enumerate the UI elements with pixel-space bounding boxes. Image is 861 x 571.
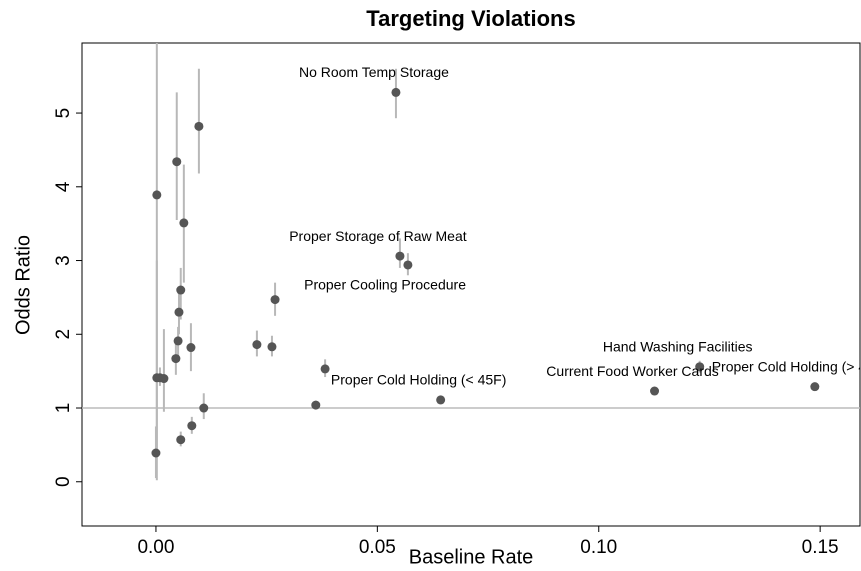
point	[176, 285, 186, 295]
point	[186, 343, 196, 353]
point-label: Hand Washing Facilities	[603, 338, 753, 354]
y-tick-label: 0	[53, 476, 74, 487]
point-label: Proper Cold Holding (< 45F)	[331, 372, 506, 388]
point	[403, 260, 413, 270]
point	[391, 87, 401, 97]
point-label: Proper Storage of Raw Meat	[289, 228, 467, 244]
x-axis-label: Baseline Rate	[409, 546, 534, 568]
point	[695, 362, 705, 372]
plot-area: No Room Temp Storage Proper Storage of Ra…	[82, 43, 861, 481]
point	[173, 336, 183, 346]
point	[395, 251, 405, 261]
point	[152, 190, 162, 200]
chart-title: Targeting Violations	[366, 6, 575, 31]
x-tick-label: 0.05	[359, 537, 396, 558]
point-label: Current Food Worker Cards	[546, 363, 718, 379]
point	[270, 295, 280, 305]
point	[172, 157, 182, 167]
point-label: Proper Cold Holding (> 45	[712, 358, 861, 374]
point	[810, 382, 820, 392]
point	[320, 364, 330, 374]
point-label: Proper Cooling Procedure	[304, 276, 466, 292]
y-tick-label: 2	[53, 329, 74, 340]
point	[311, 400, 321, 410]
point	[252, 340, 262, 350]
x-tick-label: 0.00	[137, 537, 174, 558]
y-tick-label: 4	[53, 181, 74, 192]
point	[194, 121, 204, 131]
y-axis-label: Odds Ratio	[12, 235, 34, 335]
point	[436, 395, 446, 405]
point	[199, 403, 209, 413]
y-tick-label: 1	[53, 403, 74, 414]
x-tick-label: 0.10	[580, 537, 617, 558]
y-tick-label: 3	[53, 255, 74, 266]
point	[179, 218, 189, 228]
x-tick-label: 0.15	[802, 537, 839, 558]
point	[187, 421, 197, 431]
plot-frame	[81, 42, 861, 527]
y-tick-label: 5	[53, 108, 74, 119]
point	[159, 374, 169, 384]
point	[176, 435, 186, 445]
point	[650, 386, 660, 396]
point-label: No Room Temp Storage	[299, 64, 449, 80]
point	[174, 307, 184, 317]
point	[151, 448, 161, 458]
point	[267, 342, 277, 352]
point	[171, 354, 181, 364]
